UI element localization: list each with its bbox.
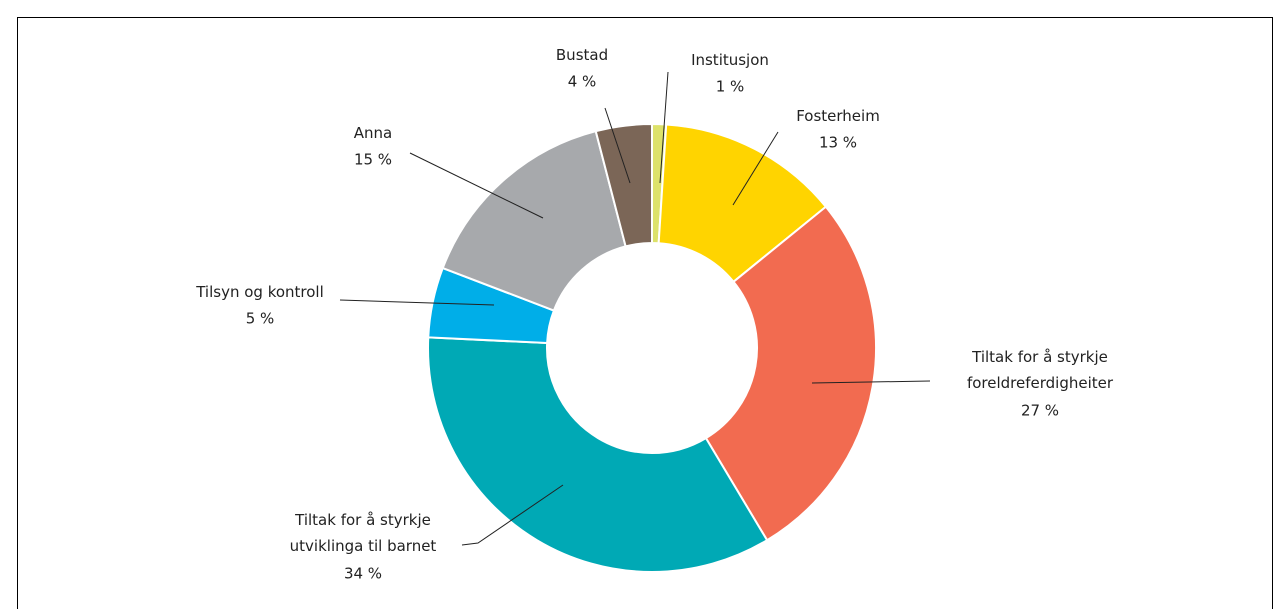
slice-label: Tiltak for å styrkje foreldreferdigheiter xyxy=(967,348,1114,392)
slice-label: Bustad xyxy=(556,46,608,64)
leader-line xyxy=(461,484,564,546)
value-label: 15 % xyxy=(354,151,392,169)
value-label: 4 % xyxy=(568,73,597,91)
value-label: 34 % xyxy=(344,565,382,583)
donut-slice xyxy=(427,336,769,573)
leader-line xyxy=(659,71,669,184)
leader-line xyxy=(811,380,931,384)
value-label: 1 % xyxy=(716,78,745,96)
leader-line xyxy=(409,152,544,219)
leader-line xyxy=(732,131,779,206)
value-label: 5 % xyxy=(246,310,275,328)
donut-slice xyxy=(441,129,627,312)
value-label: 27 % xyxy=(1021,402,1059,420)
slice-label: Tilsyn og kontroll xyxy=(195,283,324,301)
slice-label: Anna xyxy=(354,124,392,142)
leader-line xyxy=(339,299,495,306)
value-label: 13 % xyxy=(819,134,857,152)
slice-label: Institusjon xyxy=(691,51,769,69)
slice-label: Tiltak for å styrkje utviklinga til barne… xyxy=(290,511,437,555)
leader-line xyxy=(604,107,631,184)
donut-slice xyxy=(594,122,653,248)
donut-slice xyxy=(704,205,877,542)
slice-label: Fosterheim xyxy=(796,107,880,125)
